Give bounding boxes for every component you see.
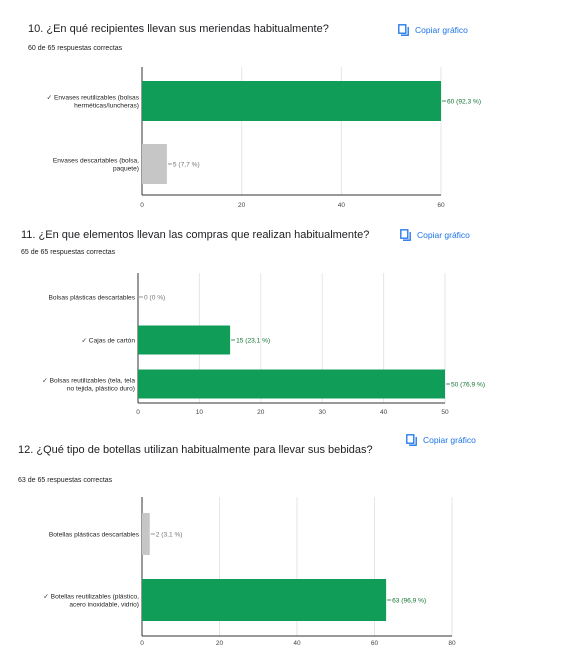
x-tick-label: 40 bbox=[293, 640, 301, 647]
copy-icon bbox=[400, 229, 411, 241]
question-11-subtitle: 65 de 65 respuestas correctas bbox=[21, 249, 116, 256]
category-label: paquete) bbox=[113, 166, 139, 173]
category-label: Botellas plásticas descartables bbox=[49, 532, 140, 539]
x-tick-label: 0 bbox=[140, 202, 144, 209]
data-label: 0 (0 %) bbox=[144, 295, 165, 302]
x-tick-label: 30 bbox=[319, 409, 327, 416]
category-label: ✓ Envases reutilizables (bolsas bbox=[47, 95, 140, 102]
question-12-subtitle: 63 de 65 respuestas correctas bbox=[18, 477, 113, 484]
copy-chart-button[interactable]: Copiar gráfico bbox=[400, 229, 470, 241]
question-10-subtitle: 60 de 65 respuestas correctas bbox=[28, 45, 123, 52]
bar bbox=[138, 369, 445, 399]
category-label: acero inoxidable, vidrio) bbox=[69, 602, 139, 609]
bar bbox=[142, 513, 150, 555]
copy-chart-label: Copiar gráfico bbox=[423, 435, 476, 445]
x-tick-label: 60 bbox=[437, 202, 445, 209]
data-label: 2 (3,1 %) bbox=[156, 532, 183, 539]
chart-question-11: 0 10 20 30 40 50 Bolsas plásticas descartables… bbox=[42, 273, 485, 416]
x-tick-label: 0 bbox=[136, 409, 140, 416]
category-label: ✓ Cajas de cartón bbox=[81, 338, 135, 345]
category-label: no tejida, plástico duro) bbox=[67, 386, 135, 393]
category-label: herméticas/luncheras) bbox=[74, 103, 139, 110]
category-label: Bolsas plásticas descartables bbox=[49, 295, 136, 302]
question-11-title: 11. ¿En que elementos llevan las compras… bbox=[21, 229, 370, 241]
data-label: 60 (92,3 %) bbox=[447, 99, 481, 106]
x-tick-label: 40 bbox=[380, 409, 388, 416]
chart-question-10: 0 20 40 60 ✓ Envases reutilizables (bolsashe… bbox=[47, 67, 481, 209]
x-tick-label: 0 bbox=[140, 640, 144, 647]
x-tick-label: 20 bbox=[238, 202, 246, 209]
data-label: 5 (7,7 %) bbox=[173, 162, 200, 169]
data-label: 15 (23,1 %) bbox=[236, 338, 270, 345]
bar bbox=[142, 81, 441, 121]
category-label: Envases descartables (bolsa, bbox=[53, 158, 139, 165]
bar bbox=[142, 579, 387, 621]
category-label: ✓ Botellas reutilizables (plástico, bbox=[43, 594, 139, 601]
bar bbox=[142, 144, 167, 184]
category-label: ✓ Bolsas reutilizables (tela, tela bbox=[42, 378, 135, 385]
data-label: 50 (76,9 %) bbox=[451, 382, 485, 389]
copy-chart-button[interactable]: Copiar gráfico bbox=[406, 434, 476, 446]
x-tick-label: 20 bbox=[216, 640, 224, 647]
data-label: 63 (96,9 %) bbox=[392, 598, 426, 605]
x-tick-label: 40 bbox=[338, 202, 346, 209]
x-tick-label: 60 bbox=[371, 640, 379, 647]
x-tick-label: 20 bbox=[257, 409, 265, 416]
x-tick-label: 50 bbox=[441, 409, 449, 416]
x-tick-label: 10 bbox=[196, 409, 204, 416]
copy-icon bbox=[406, 434, 417, 446]
question-12-title: 12. ¿Qué tipo de botellas utilizan habit… bbox=[18, 444, 373, 456]
x-tick-label: 80 bbox=[448, 640, 456, 647]
copy-icon bbox=[398, 24, 409, 36]
copy-chart-button[interactable]: Copiar gráfico bbox=[398, 24, 468, 36]
question-10-title: 10. ¿En qué recipientes llevan sus merie… bbox=[28, 23, 329, 35]
bar bbox=[138, 325, 231, 355]
copy-chart-label: Copiar gráfico bbox=[415, 25, 468, 35]
copy-chart-label: Copiar gráfico bbox=[417, 230, 470, 240]
